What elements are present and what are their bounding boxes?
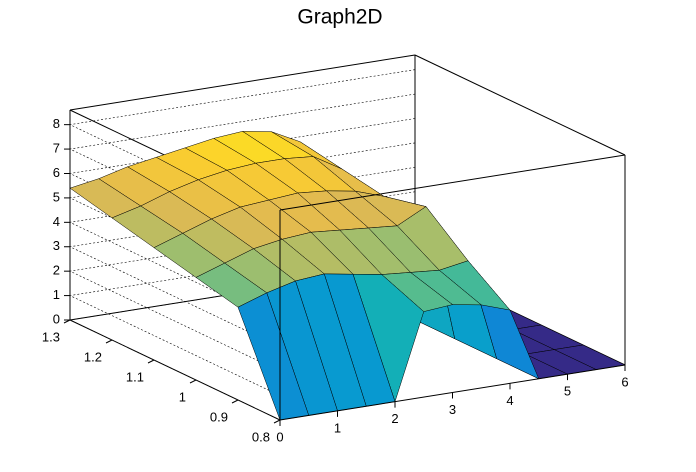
y-tick-label: 0.9 [210, 409, 228, 424]
y-tick-label: 1.1 [126, 369, 144, 384]
x-tick-label: 0 [276, 429, 283, 444]
y-tick [147, 359, 155, 364]
x-tick-label: 5 [564, 384, 571, 399]
x-tick-label: 2 [391, 411, 398, 426]
x-tick-label: 3 [449, 402, 456, 417]
x-tick-label: 1 [334, 420, 341, 435]
chart-title: Graph2D [297, 6, 382, 29]
y-tick-label: 1.2 [84, 349, 102, 364]
box-edge [69, 54, 416, 111]
z-tick-label: 3 [53, 238, 60, 253]
x-tick-label: 6 [621, 374, 628, 389]
box-edge [279, 154, 626, 211]
z-tick-label: 5 [53, 189, 60, 204]
y-tick [105, 339, 113, 344]
z-tick-label: 2 [53, 263, 60, 278]
z-tick-label: 8 [53, 116, 60, 131]
y-tick [273, 419, 281, 424]
z-tick-label: 7 [53, 141, 60, 156]
y-tick [231, 399, 239, 404]
box-edge [414, 54, 626, 156]
z-tick-label: 6 [53, 165, 60, 180]
z-tick-label: 4 [53, 214, 60, 229]
x-tick-label: 4 [506, 393, 513, 408]
y-tick [189, 379, 197, 384]
y-tick [63, 319, 71, 324]
y-tick-label: 1.3 [42, 329, 60, 344]
y-tick-label: 1 [179, 389, 186, 404]
z-tick-label: 1 [53, 287, 60, 302]
z-tick-label: 0 [53, 311, 60, 326]
y-tick-label: 0.8 [252, 429, 270, 444]
